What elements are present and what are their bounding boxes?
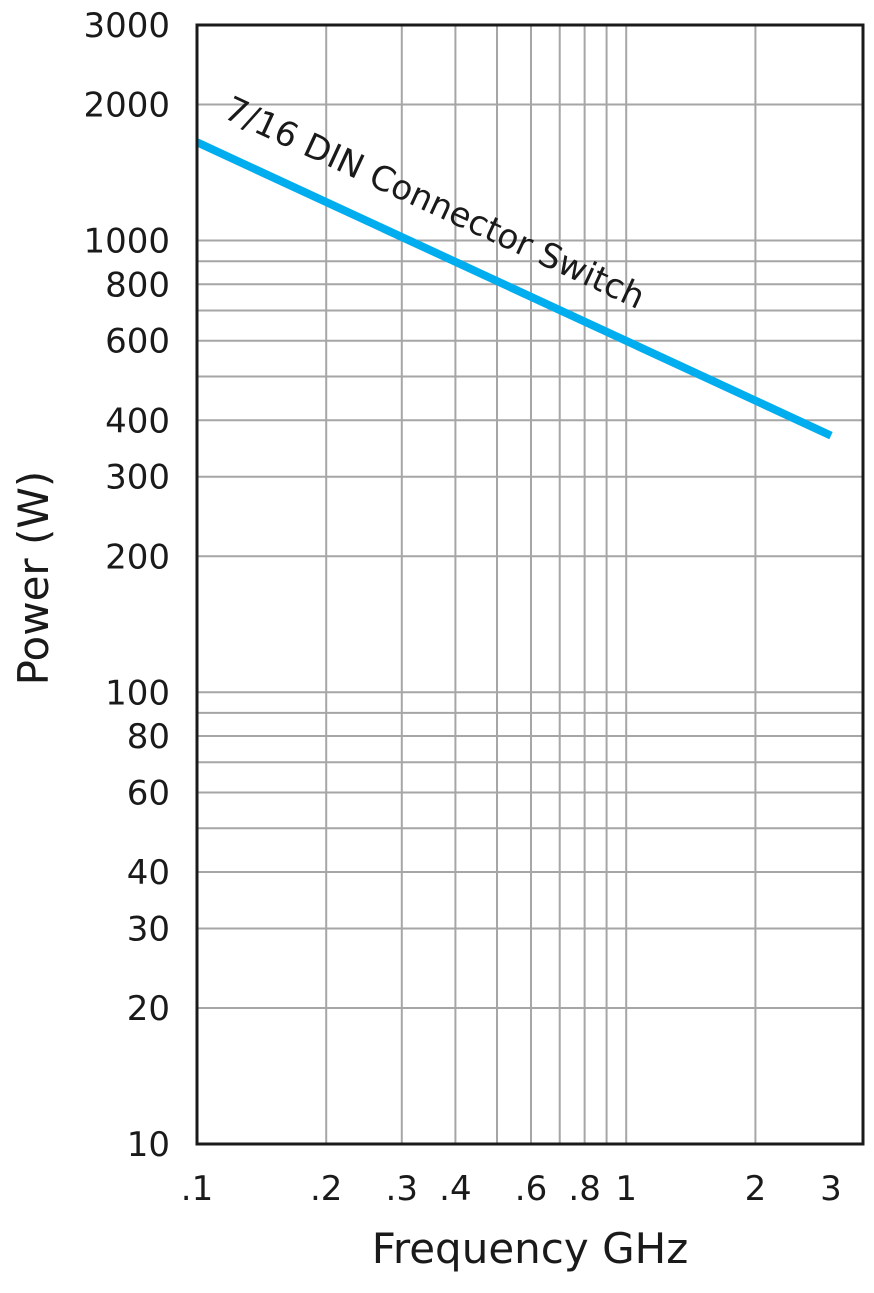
plot-frame bbox=[195, 23, 865, 1146]
series-label: 7/16 DIN Connector Switch bbox=[218, 89, 651, 318]
y-tick-label: 80 bbox=[127, 717, 170, 757]
x-tick-label: 1 bbox=[615, 1169, 637, 1209]
y-tick-label: 40 bbox=[127, 853, 170, 893]
series-layer bbox=[195, 138, 833, 440]
x-tick-labels: .1 .2 .3 .4 .6 .8 1 2 3 bbox=[181, 1169, 842, 1209]
x-grid-lines bbox=[325, 25, 757, 1144]
y-tick-label: 60 bbox=[127, 773, 170, 813]
y-tick-label: 2000 bbox=[83, 86, 170, 126]
y-axis-title: Power (W) bbox=[9, 471, 58, 686]
y-tick-label: 100 bbox=[105, 673, 170, 713]
y-grid-lines bbox=[197, 103, 863, 1010]
series-line bbox=[195, 138, 833, 440]
y-tick-label: 10 bbox=[127, 1125, 170, 1165]
x-tick-label: .6 bbox=[515, 1169, 547, 1209]
y-tick-label: 1000 bbox=[83, 222, 170, 262]
x-tick-label: 2 bbox=[745, 1169, 767, 1209]
y-tick-label: 400 bbox=[105, 401, 170, 441]
y-tick-label: 3000 bbox=[83, 6, 170, 46]
y-tick-label: 300 bbox=[105, 458, 170, 498]
y-tick-label: 30 bbox=[127, 909, 170, 949]
y-tick-label: 800 bbox=[105, 265, 170, 305]
y-tick-label: 200 bbox=[105, 537, 170, 577]
y-tick-label: 600 bbox=[105, 322, 170, 362]
x-tick-label: .8 bbox=[568, 1169, 600, 1209]
y-tick-label: 20 bbox=[127, 989, 170, 1029]
x-tick-label: 3 bbox=[820, 1169, 842, 1209]
x-tick-label: .2 bbox=[310, 1169, 342, 1209]
x-axis-title: Frequency GHz bbox=[372, 1224, 689, 1273]
x-tick-label: .1 bbox=[181, 1169, 213, 1209]
x-tick-label: .4 bbox=[439, 1169, 471, 1209]
x-tick-label: .3 bbox=[386, 1169, 418, 1209]
